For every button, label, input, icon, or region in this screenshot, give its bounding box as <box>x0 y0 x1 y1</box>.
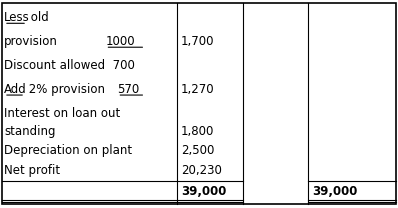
Text: 1000: 1000 <box>105 35 135 48</box>
Text: Discount allowed  700: Discount allowed 700 <box>4 59 135 72</box>
Text: Less: Less <box>4 11 30 24</box>
Text: provision: provision <box>4 35 58 48</box>
Text: 2% provision: 2% provision <box>25 83 105 96</box>
Text: 1,800: 1,800 <box>181 125 215 137</box>
Text: 39,000: 39,000 <box>181 185 226 198</box>
Text: 570: 570 <box>117 83 140 96</box>
Text: old: old <box>27 11 49 24</box>
Text: Interest on loan out: Interest on loan out <box>4 107 120 120</box>
Text: standing: standing <box>4 125 55 137</box>
Text: 20,230: 20,230 <box>181 164 222 177</box>
Text: 1,270: 1,270 <box>181 83 215 96</box>
Text: Depreciation on plant: Depreciation on plant <box>4 144 132 157</box>
Text: 39,000: 39,000 <box>312 185 358 198</box>
Text: Net profit: Net profit <box>4 164 60 177</box>
Text: 2,500: 2,500 <box>181 144 215 157</box>
Text: Add: Add <box>4 83 27 96</box>
Text: 1,700: 1,700 <box>181 35 215 48</box>
